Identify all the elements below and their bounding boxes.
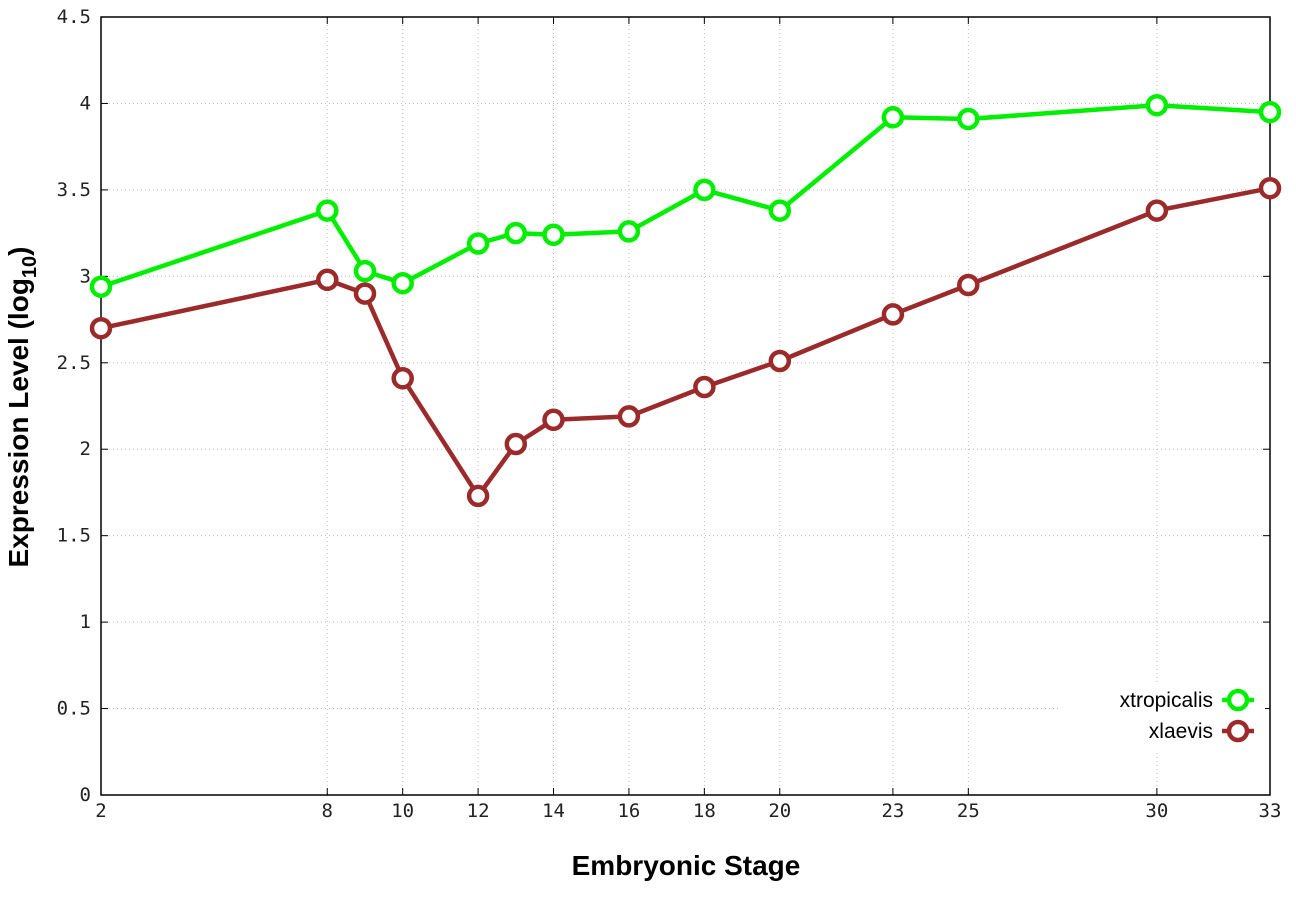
y-tick-label: 0.5 (57, 698, 91, 720)
legend-entry-xtropicalis: xtropicalis (1120, 688, 1254, 712)
series-line-xtropicalis (100, 102, 1271, 289)
y-tick-label: 2 (80, 438, 91, 460)
data-point-xlaevis (1145, 199, 1169, 222)
data-point-xtropicalis (1145, 93, 1169, 117)
y-tick-label: 1 (80, 611, 91, 633)
x-tick-label: 16 (617, 800, 640, 822)
legend: xtropicalis xlaevis (1060, 682, 1265, 750)
x-tick-label: 8 (322, 800, 333, 822)
plot-frame (100, 16, 1271, 796)
data-point-xlaevis (617, 405, 641, 428)
data-point-xtropicalis (617, 220, 641, 243)
data-point-xtropicalis (391, 271, 414, 295)
y-tick-label: 1.5 (57, 525, 91, 547)
y-tick-label: 2.5 (57, 352, 91, 374)
y-tick-label: 3 (80, 265, 91, 287)
x-tick-label: 20 (768, 800, 791, 822)
grid-lines (101, 17, 1270, 795)
data-point-xtropicalis (89, 275, 113, 298)
data-point-xlaevis (504, 432, 528, 456)
y-axis: 0 0.5 1 1.5 2 2.5 3 3.5 4 4.5 (57, 6, 1270, 806)
data-point-xlaevis (391, 367, 414, 390)
legend-marker-xlaevis (1226, 719, 1250, 743)
data-point-xlaevis (89, 316, 113, 340)
x-axis: 2 8 10 12 14 16 18 20 23 25 30 33 (95, 17, 1281, 822)
x-tick-label: 18 (693, 800, 716, 822)
legend-marker-xtropicalis (1226, 688, 1250, 712)
data-point-xlaevis (316, 268, 339, 292)
data-point-xlaevis (542, 408, 565, 432)
y-tick-label: 3.5 (57, 179, 91, 201)
legend-entry-xlaevis: xlaevis (1149, 719, 1254, 743)
y-tick-label: 4 (80, 92, 91, 114)
data-point-xtropicalis (353, 259, 377, 283)
x-tick-label: 12 (467, 800, 490, 822)
x-tick-label: 2 (95, 800, 106, 822)
legend-label-xlaevis: xlaevis (1149, 720, 1213, 743)
y-tick-label: 4.5 (57, 6, 91, 28)
y-axis-title-main: Expression Level (log (3, 278, 34, 567)
y-axis-title-close: ) (3, 247, 34, 256)
data-point-xtropicalis (316, 199, 339, 222)
data-point-xtropicalis (542, 223, 565, 247)
x-tick-label: 25 (957, 800, 980, 822)
series-line-xlaevis (100, 185, 1271, 499)
y-axis-title: Expression Level (log10) (3, 247, 41, 568)
data-point-xlaevis (466, 484, 490, 508)
data-point-xlaevis (1258, 176, 1282, 200)
data-point-xlaevis (957, 273, 980, 297)
data-point-xtropicalis (504, 221, 528, 245)
x-tick-label: 33 (1259, 800, 1282, 822)
y-axis-title-subscript: 10 (19, 256, 41, 278)
data-point-xlaevis (353, 282, 377, 305)
legend-label-xtropicalis: xtropicalis (1120, 689, 1213, 712)
series-xlaevis (89, 176, 1282, 508)
data-point-xtropicalis (466, 232, 490, 255)
x-axis-title: Embryonic Stage (572, 850, 801, 881)
series-xtropicalis (89, 93, 1282, 298)
data-point-xlaevis (693, 375, 716, 399)
data-point-xtropicalis (1258, 100, 1282, 124)
x-tick-label: 30 (1145, 800, 1168, 822)
data-point-xlaevis (881, 303, 905, 326)
x-tick-label: 14 (542, 800, 565, 822)
data-point-xlaevis (768, 349, 792, 373)
series-layer (89, 93, 1282, 508)
data-point-xtropicalis (768, 199, 792, 222)
y-tick-label: 0 (80, 784, 91, 806)
data-point-xtropicalis (881, 106, 905, 129)
data-point-xtropicalis (957, 107, 980, 131)
data-point-xtropicalis (693, 178, 716, 202)
x-tick-label: 23 (881, 800, 904, 822)
x-tick-label: 10 (391, 800, 414, 822)
